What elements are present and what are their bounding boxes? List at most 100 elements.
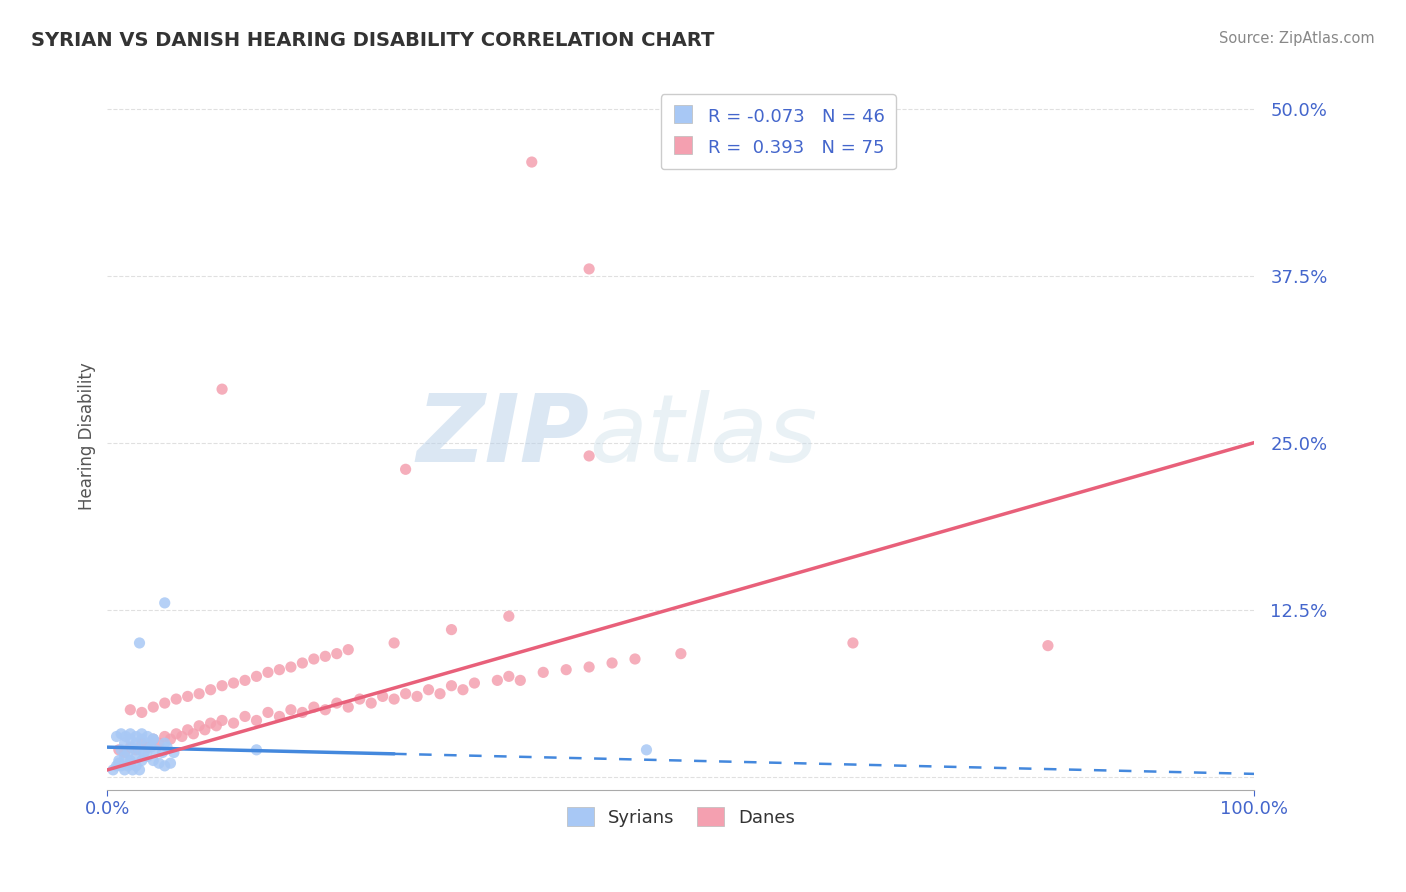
Point xyxy=(159,732,181,747)
Point xyxy=(142,732,165,747)
Point xyxy=(314,649,336,664)
Point xyxy=(142,700,165,714)
Point xyxy=(156,740,179,755)
Point xyxy=(159,756,181,771)
Point xyxy=(200,682,222,697)
Point xyxy=(451,682,474,697)
Point xyxy=(125,759,148,773)
Point xyxy=(120,732,142,747)
Point xyxy=(188,687,211,701)
Point xyxy=(170,730,193,744)
Point xyxy=(120,703,142,717)
Point xyxy=(105,730,128,744)
Point xyxy=(114,763,136,777)
Point xyxy=(578,660,600,674)
Point xyxy=(153,730,176,744)
Point xyxy=(148,736,170,750)
Point xyxy=(326,647,349,661)
Point xyxy=(269,663,291,677)
Point xyxy=(418,682,440,697)
Point xyxy=(349,692,371,706)
Point xyxy=(152,746,174,760)
Point xyxy=(136,730,159,744)
Point xyxy=(105,759,128,773)
Point xyxy=(269,709,291,723)
Point xyxy=(636,743,658,757)
Point xyxy=(371,690,394,704)
Point xyxy=(163,746,186,760)
Point xyxy=(136,740,159,755)
Point xyxy=(509,673,531,688)
Text: SYRIAN VS DANISH HEARING DISABILITY CORRELATION CHART: SYRIAN VS DANISH HEARING DISABILITY CORR… xyxy=(31,31,714,50)
Point xyxy=(165,727,187,741)
Point xyxy=(120,740,142,755)
Point xyxy=(145,743,167,757)
Point xyxy=(110,743,132,757)
Point xyxy=(1036,639,1059,653)
Point xyxy=(153,736,176,750)
Point xyxy=(108,743,131,757)
Point xyxy=(222,716,245,731)
Text: atlas: atlas xyxy=(589,391,817,482)
Point xyxy=(624,652,647,666)
Point xyxy=(120,754,142,768)
Point xyxy=(125,749,148,764)
Point xyxy=(233,709,256,723)
Point xyxy=(211,382,233,396)
Point xyxy=(337,700,360,714)
Point xyxy=(142,732,165,747)
Point xyxy=(337,642,360,657)
Point xyxy=(142,732,165,747)
Point xyxy=(110,759,132,773)
Point xyxy=(520,155,543,169)
Point xyxy=(257,706,280,720)
Point xyxy=(125,736,148,750)
Point xyxy=(131,754,153,768)
Point xyxy=(291,706,314,720)
Point xyxy=(148,756,170,771)
Point xyxy=(121,740,143,755)
Point xyxy=(302,700,325,714)
Point xyxy=(326,696,349,710)
Point xyxy=(211,679,233,693)
Point xyxy=(117,746,139,760)
Point xyxy=(153,696,176,710)
Point xyxy=(245,714,267,728)
Point xyxy=(114,746,136,760)
Legend: Syrians, Danes: Syrians, Danes xyxy=(560,800,803,834)
Point xyxy=(360,696,382,710)
Point xyxy=(382,636,405,650)
Point xyxy=(394,687,416,701)
Point xyxy=(531,665,554,680)
Point xyxy=(121,763,143,777)
Point xyxy=(245,669,267,683)
Point xyxy=(302,652,325,666)
Point xyxy=(114,736,136,750)
Point xyxy=(125,743,148,757)
Point xyxy=(114,749,136,764)
Point xyxy=(176,690,198,704)
Point xyxy=(257,665,280,680)
Point xyxy=(280,703,302,717)
Point xyxy=(486,673,509,688)
Point xyxy=(110,727,132,741)
Point xyxy=(406,690,429,704)
Point xyxy=(314,703,336,717)
Point xyxy=(498,669,520,683)
Point xyxy=(183,727,205,741)
Point xyxy=(114,730,136,744)
Point xyxy=(440,623,463,637)
Point xyxy=(669,647,692,661)
Point xyxy=(280,660,302,674)
Point xyxy=(128,763,150,777)
Point xyxy=(120,756,142,771)
Point xyxy=(125,730,148,744)
Point xyxy=(131,706,153,720)
Point xyxy=(128,636,150,650)
Point xyxy=(578,261,600,276)
Point xyxy=(194,723,217,737)
Point xyxy=(429,687,451,701)
Point xyxy=(165,692,187,706)
Point xyxy=(233,673,256,688)
Point xyxy=(136,749,159,764)
